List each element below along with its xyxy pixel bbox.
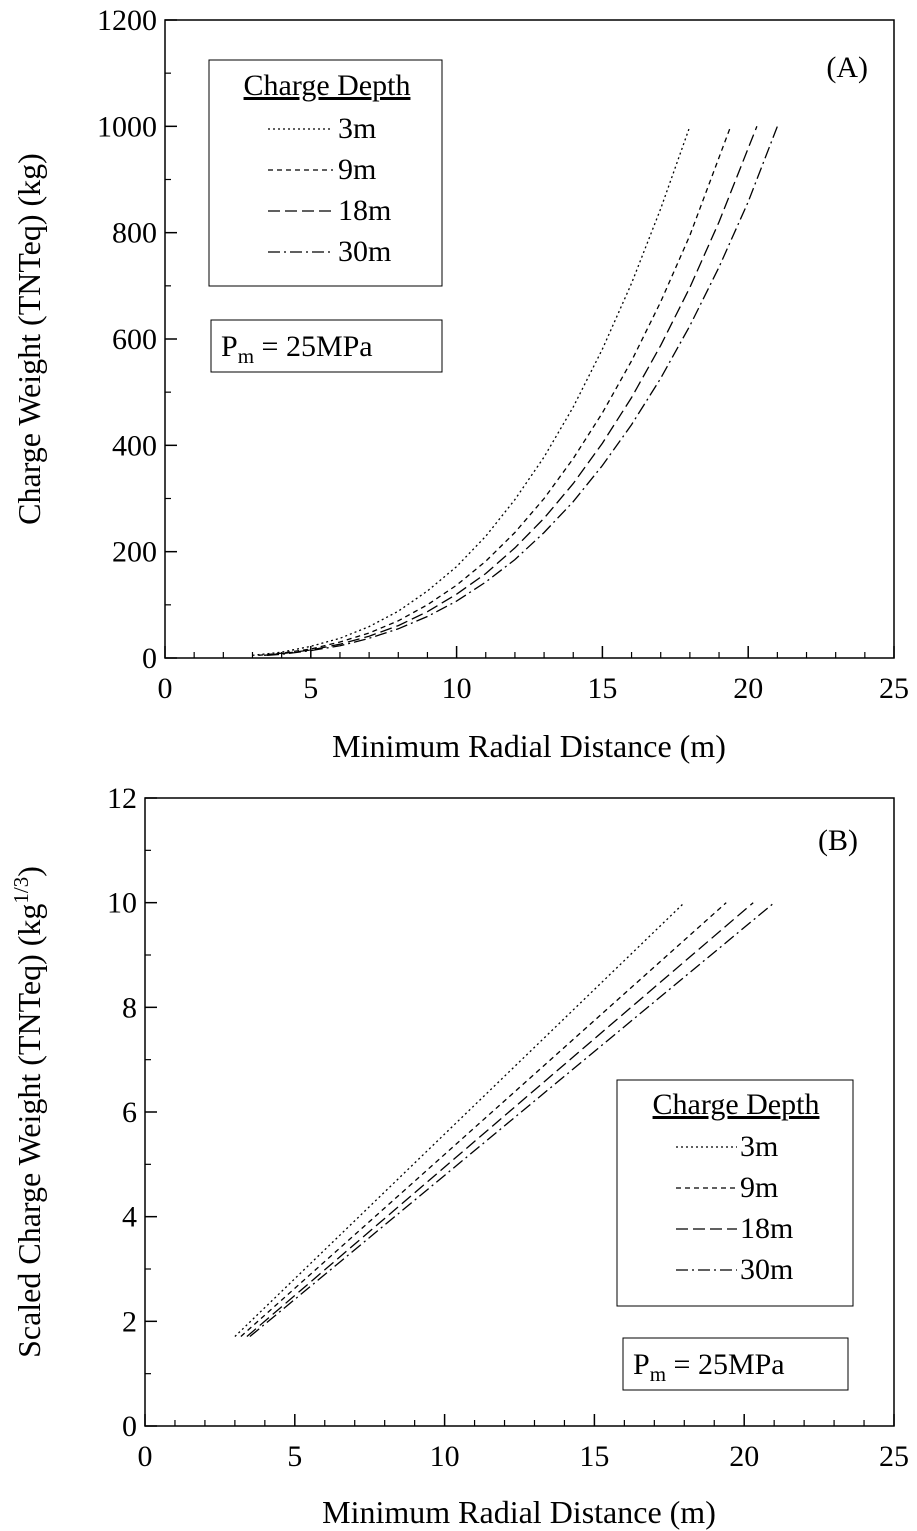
x-tick-label: 0 [158,672,173,705]
x-axis-label-a: Minimum Radial Distance (m) [332,728,726,764]
legend-label-18m: 18m [338,194,391,227]
legend-title-b: Charge Depth [653,1088,820,1121]
x-tick-labels-a: 0 5 10 15 20 25 [158,672,910,705]
y-tick-labels-b: 0 2 4 6 8 10 12 [107,782,137,1443]
y-tick-label: 0 [122,1410,137,1443]
x-tick-label: 15 [587,672,617,705]
y-tick-label: 200 [112,536,157,569]
series-line-3m [252,126,691,656]
y-tick-label: 800 [112,217,157,250]
legend-label-3m: 3m [740,1130,778,1163]
x-tick-label: 5 [303,672,318,705]
y-tick-label: 0 [142,642,157,675]
x-tick-label: 20 [733,672,763,705]
pressure-annotation-b: Pm = 25MPa [622,1337,849,1391]
series-line-30m [267,126,779,656]
legend-a: Charge Depth 3m 9m 18m 30m [208,59,443,287]
legend-label-30m: 30m [338,235,391,268]
annotation-sub-a: m [238,344,254,368]
annotation-main-b: P [633,1348,650,1381]
series-line-30m [249,902,775,1338]
x-axis-ticks-a [164,646,895,658]
x-tick-label: 25 [879,1440,909,1473]
legend-label-30m: 30m [740,1253,793,1286]
y-axis-ticks-b [145,797,157,1427]
annotation-box-a [210,319,443,373]
annotation-rest-b: = 25MPa [666,1348,785,1381]
y-tick-labels-a: 0 200 400 600 800 1000 1200 [97,4,157,675]
x-axis-ticks-b [144,1414,895,1426]
y-axis-label-b-main: Scaled Charge Weight (TNTeq) (kg [11,904,47,1358]
x-tick-label: 10 [442,672,472,705]
series-line-18m [264,126,758,656]
y-tick-label: 1000 [97,110,157,143]
panel-label-a: (A) [826,51,868,84]
y-tick-label: 1200 [97,4,157,37]
series-lines-a [252,126,779,656]
y-axis-label-b-sup: 1/3 [9,877,33,904]
y-tick-label: 600 [112,323,157,356]
y-tick-label: 6 [122,1096,137,1129]
chart-panel-a: 0 200 400 600 800 1000 1200 0 5 10 15 20 25 Minimum… [11,4,909,764]
legend-title-a: Charge Depth [244,69,411,102]
x-tick-label: 5 [287,1440,302,1473]
series-lines-b [234,902,775,1338]
x-tick-label: 15 [579,1440,609,1473]
x-tick-label: 25 [879,672,909,705]
series-line-9m [258,126,732,656]
pressure-annotation-a: Pm = 25MPa [210,319,443,373]
annotation-main-a: P [221,330,238,363]
legend-items-b: 3m 9m 18m 30m [676,1130,793,1286]
x-axis-label-b: Minimum Radial Distance (m) [322,1494,716,1530]
x-tick-labels-b: 0 5 10 15 20 25 [138,1440,910,1473]
legend-label-9m: 9m [338,153,376,186]
y-tick-label: 8 [122,991,137,1024]
series-line-9m [240,902,727,1337]
legend-box-b [616,1079,854,1307]
annotation-rest-a: = 25MPa [254,330,373,363]
x-tick-label: 0 [138,1440,153,1473]
panel-label-b: (B) [818,824,858,857]
legend-items-a: 3m 9m 18m 30m [268,112,391,268]
y-tick-label: 10 [107,887,137,920]
x-tick-label: 10 [430,1440,460,1473]
y-tick-label: 2 [122,1305,137,1338]
legend-label-9m: 9m [740,1171,778,1204]
annotation-text-b: Pm = 25MPa [633,1348,785,1386]
y-axis-ticks-a [165,19,177,659]
legend-b: Charge Depth 3m 9m 18m 30m [616,1079,854,1307]
legend-label-18m: 18m [740,1212,793,1245]
legend-box-a [208,59,443,287]
y-axis-label-b: Scaled Charge Weight (TNTeq) (kg1/3) [9,866,47,1358]
annotation-box-b [622,1337,849,1391]
series-line-18m [246,902,754,1337]
annotation-text-a: Pm = 25MPa [221,330,373,368]
legend-label-3m: 3m [338,112,376,145]
y-axis-label-a: Charge Weight (TNTeq) (kg) [11,153,47,525]
y-tick-label: 4 [122,1201,137,1234]
annotation-sub-b: m [650,1362,666,1386]
y-axis-label-b-close: ) [11,866,47,877]
series-line-3m [234,902,685,1337]
y-tick-label: 12 [107,782,137,815]
chart-panel-b: 0 2 4 6 8 10 12 0 5 10 15 20 25 Minimum Radial Dist… [9,782,909,1530]
y-tick-label: 400 [112,429,157,462]
x-tick-label: 20 [729,1440,759,1473]
